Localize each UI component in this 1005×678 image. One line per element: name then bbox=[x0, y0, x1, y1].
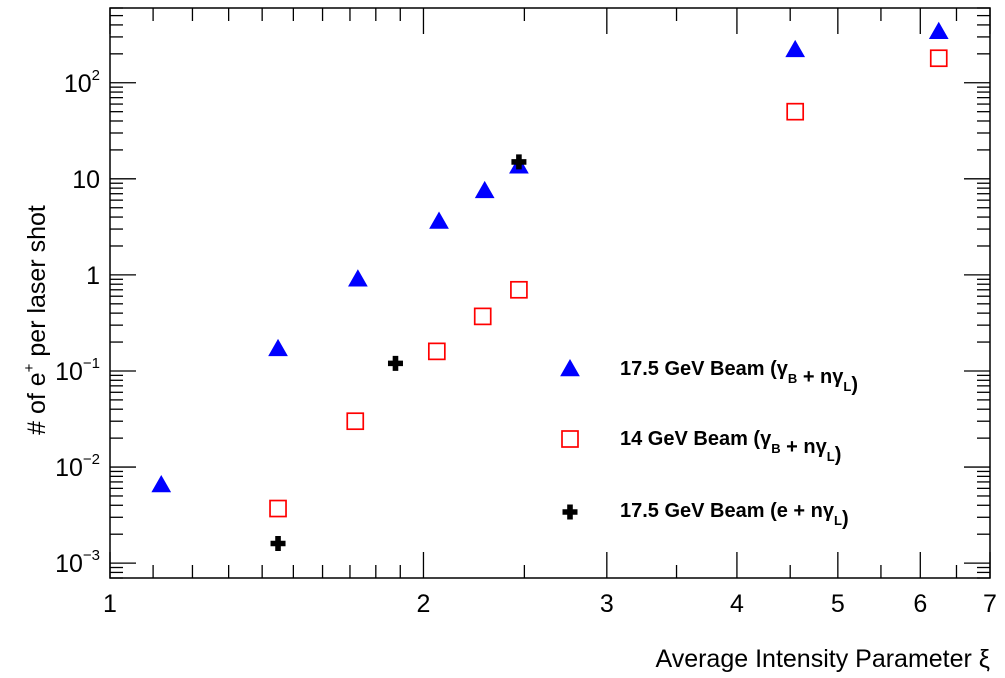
data-point-series-1 bbox=[151, 475, 172, 493]
y-tick-label: 102 bbox=[64, 67, 100, 98]
data-point-series-2 bbox=[929, 49, 948, 68]
plot-frame bbox=[109, 7, 991, 579]
data-point-series-2 bbox=[473, 307, 492, 326]
data-point-series-2 bbox=[269, 499, 287, 518]
x-axis-title: Average Intensity Parameter ξ bbox=[655, 645, 990, 673]
y-axis-title: # of e+ per laser shot bbox=[21, 205, 51, 435]
data-point-series-1 bbox=[474, 180, 495, 199]
legend-label-3: 17.5 GeV Beam (e + nγL) bbox=[620, 500, 849, 530]
data-point-series-3 bbox=[270, 536, 286, 552]
y-tick-label: 10−2 bbox=[55, 451, 100, 482]
data-point-series-2 bbox=[786, 102, 805, 121]
x-tick-label: 3 bbox=[600, 590, 614, 618]
data-point-series-3 bbox=[387, 355, 403, 371]
legend-label-2: 14 GeV Beam (γB + nγL) bbox=[620, 428, 841, 466]
x-tick-label: 2 bbox=[417, 590, 431, 618]
x-tick-label: 4 bbox=[730, 590, 744, 618]
y-tick-label: 10−3 bbox=[55, 547, 100, 578]
data-point-series-2 bbox=[510, 280, 528, 299]
legend: 17.5 GeV Beam (γB + nγL) 14 GeV Beam (γB … bbox=[560, 358, 858, 530]
y-tick-label: 10 bbox=[72, 166, 100, 194]
legend-marker-1 bbox=[560, 358, 580, 377]
y-tick-label: 10−1 bbox=[55, 355, 100, 386]
axis-ticks bbox=[109, 7, 991, 579]
legend-label-1: 17.5 GeV Beam (γB + nγL) bbox=[620, 358, 858, 396]
data-point-series-1 bbox=[785, 39, 806, 58]
y-tick-label: 1 bbox=[86, 262, 100, 290]
x-tick-label: 6 bbox=[913, 590, 927, 618]
x-tick-label: 1 bbox=[103, 590, 117, 618]
x-tick-label: 5 bbox=[831, 590, 845, 618]
data-point-series-2 bbox=[427, 342, 446, 361]
data-point-series-1 bbox=[268, 338, 288, 357]
data-points bbox=[151, 21, 949, 552]
data-point-series-1 bbox=[348, 269, 368, 287]
legend-marker-2 bbox=[561, 430, 579, 448]
x-tick-label: 7 bbox=[983, 590, 997, 618]
legend-marker-3 bbox=[562, 504, 578, 520]
data-point-series-2 bbox=[346, 412, 365, 431]
axes bbox=[109, 7, 991, 579]
tick-labels: 1 2 3 4 5 6 7 10−3 10−2 10−1 1 10 102 bbox=[55, 67, 997, 618]
data-point-series-3 bbox=[511, 154, 527, 170]
data-point-series-1 bbox=[928, 21, 949, 39]
data-point-series-1 bbox=[429, 211, 449, 229]
